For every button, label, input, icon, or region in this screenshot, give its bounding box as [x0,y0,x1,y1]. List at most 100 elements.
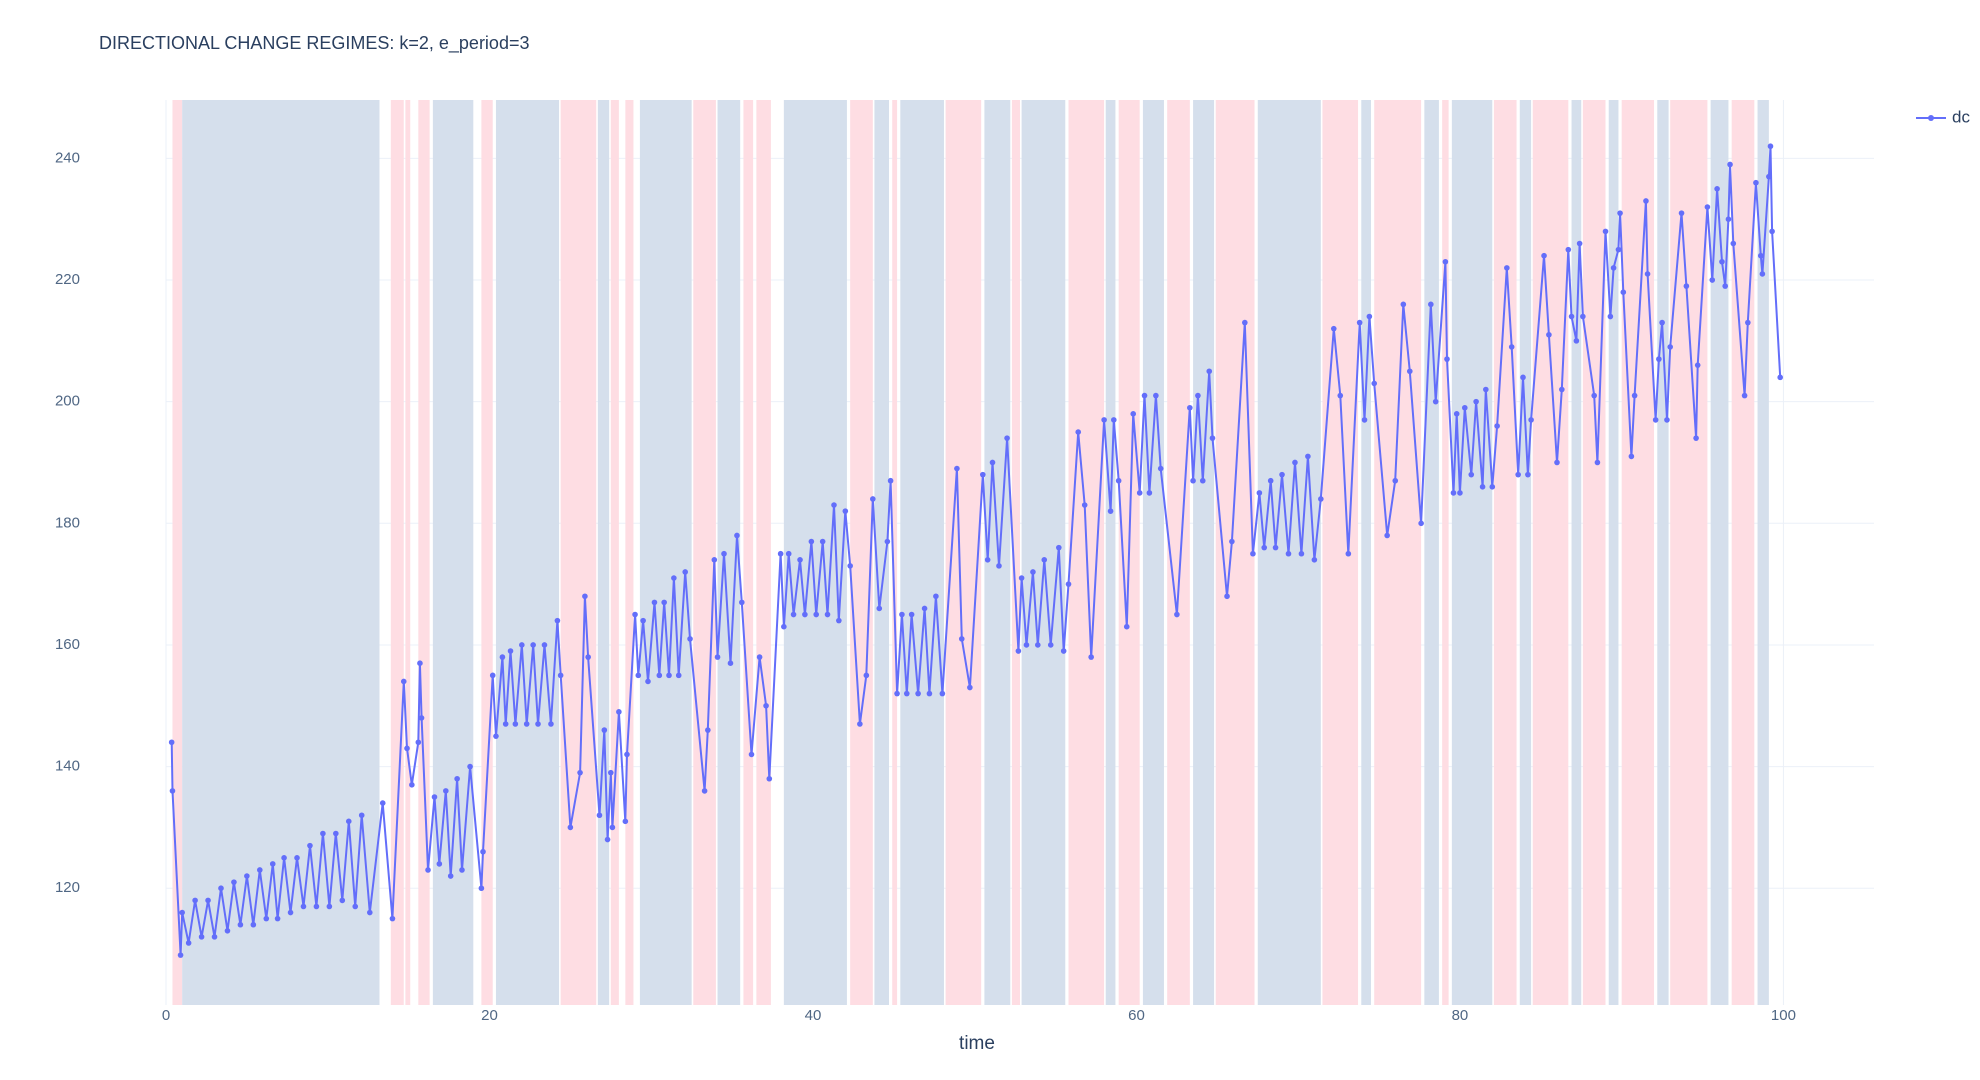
data-point [218,885,224,892]
data-point [1559,386,1565,393]
regime-band [892,100,898,1005]
regime-band [1374,100,1422,1005]
data-point [996,563,1002,569]
data-point [763,702,769,709]
data-point [813,611,820,618]
data-point [1568,313,1575,320]
data-point [1206,368,1213,375]
data-point [899,611,905,618]
data-point [908,611,915,618]
data-point [1508,344,1515,350]
data-point [1442,258,1449,265]
data-point [1615,246,1622,253]
data-point [1504,265,1510,271]
data-point [836,617,842,624]
data-point [294,855,300,861]
data-point [1494,423,1500,429]
data-point [1187,404,1193,411]
data-point [824,611,831,618]
data-point [870,496,876,502]
data-point [1111,417,1117,423]
regime-band [1731,100,1755,1005]
data-point [1400,301,1407,308]
y-tick-label: 240 [55,149,80,166]
regime-band [850,100,873,1005]
regime-band [1167,100,1190,1005]
regime-band [481,100,493,1005]
data-point [609,824,616,831]
data-point [1428,301,1434,308]
data-point [661,599,667,606]
data-point [1004,435,1010,441]
data-point [443,788,449,794]
regime-band [1571,100,1582,1005]
data-point [1337,392,1344,399]
data-point [651,599,658,606]
data-point [400,678,407,685]
data-point [1450,490,1457,496]
regime-band [597,100,610,1005]
data-point [1261,544,1268,551]
data-point [939,690,946,697]
y-tick-label: 180 [55,514,80,531]
data-point [185,940,192,946]
data-point [1610,265,1617,271]
data-point [1617,210,1623,216]
data-point [1767,143,1774,150]
data-point [1453,411,1460,417]
regime-band [874,100,889,1005]
data-point [1573,338,1580,344]
data-point [548,721,554,727]
data-point [1081,502,1088,508]
data-point [499,654,506,660]
data-point [1725,216,1732,223]
data-point [244,873,250,879]
data-point [1525,471,1531,478]
data-point [967,684,973,691]
data-point [979,471,986,478]
regime-band [900,100,944,1005]
data-point [616,709,622,715]
regime-band [1670,100,1708,1005]
data-point [177,952,184,958]
data-point [819,538,826,545]
data-point [915,690,921,697]
data-point [1693,435,1699,441]
data-point [1242,319,1248,326]
data-point [1250,550,1256,557]
data-point [1015,648,1022,654]
regime-band [432,100,474,1005]
data-point [1659,319,1665,326]
data-point [1565,246,1572,253]
regime-band [560,100,597,1005]
data-point [1678,210,1685,216]
y-tick-label: 120 [55,879,80,896]
data-point [281,855,287,861]
x-tick-label: 0 [162,1007,170,1024]
data-point [1285,550,1292,557]
data-point [1041,556,1048,563]
data-point [1107,508,1114,514]
data-point [447,873,454,879]
data-point [671,575,677,581]
data-point [1174,611,1180,618]
regime-band [1424,100,1439,1005]
data-point [313,903,320,910]
data-point [682,569,688,575]
regime-band [693,100,716,1005]
data-point [1272,544,1279,551]
data-point [489,672,496,679]
data-point [1759,271,1766,277]
data-point [1620,289,1627,295]
data-point [523,721,530,727]
data-point [1195,392,1201,399]
regime-band [1142,100,1164,1005]
data-point [257,867,263,873]
data-point [1146,490,1153,496]
data-point [721,550,727,557]
data-point [1406,368,1413,375]
data-point [169,788,176,794]
regime-band [1710,100,1729,1005]
data-point [1468,471,1475,478]
data-point [480,848,486,855]
